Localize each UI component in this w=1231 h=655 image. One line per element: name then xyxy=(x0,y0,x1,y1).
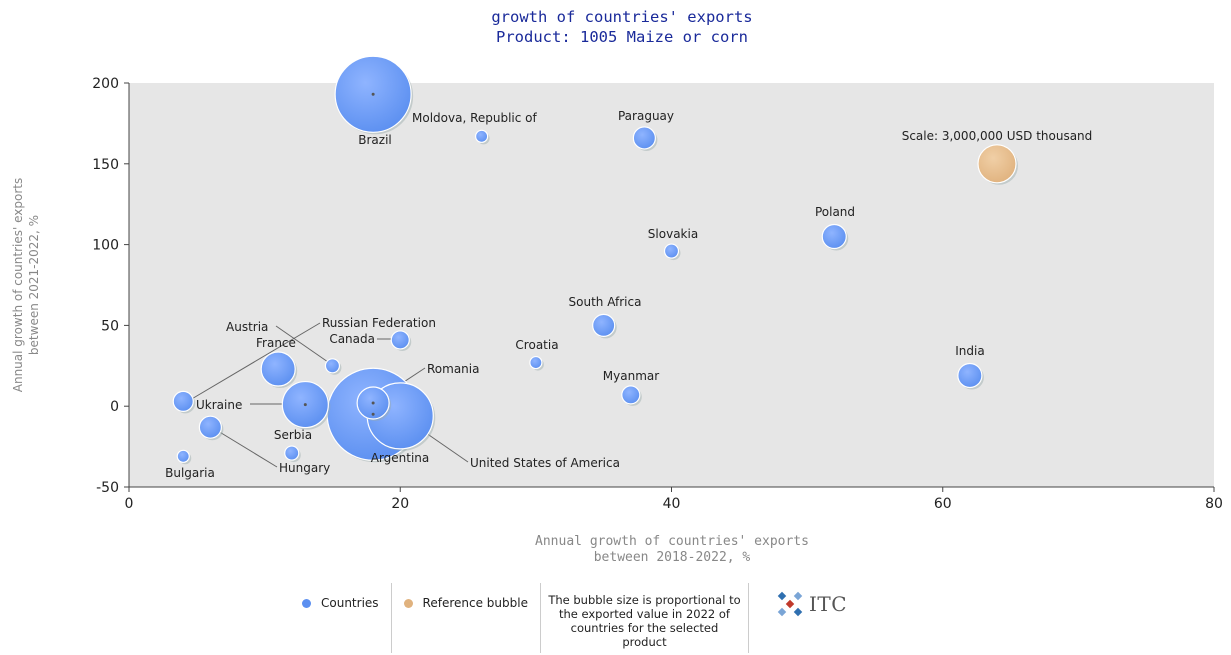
bubble-france[interactable] xyxy=(260,351,296,387)
bubble-bulgaria[interactable] xyxy=(176,449,190,463)
bubble-label: Slovakia xyxy=(648,227,698,241)
reference-bubble[interactable] xyxy=(977,144,1017,184)
bubble-label: Brazil xyxy=(358,133,392,147)
legend: Countries Reference bubble The bubble si… xyxy=(290,583,861,653)
bubble-south-africa[interactable] xyxy=(592,313,616,337)
bubble-label: Austria xyxy=(226,320,268,334)
bubble-center-marker xyxy=(371,92,375,96)
bubble-center-marker xyxy=(303,403,307,407)
bubble-label: Romania xyxy=(427,362,479,376)
bubble-center-marker xyxy=(371,401,375,405)
x-tick-label: 80 xyxy=(1205,496,1223,512)
bubble-slovakia[interactable] xyxy=(663,243,680,259)
bubble-label: Canada xyxy=(329,332,375,346)
itc-logo-icon xyxy=(777,591,803,617)
x-axis-label-line2: between 2018-2022, % xyxy=(594,550,751,565)
bubble-myanmar[interactable] xyxy=(621,385,641,405)
legend-note: The bubble size is proportional to the e… xyxy=(548,593,741,649)
bubble-label: Russian Federation xyxy=(322,316,436,330)
legend-divider xyxy=(390,583,392,653)
leader-line xyxy=(189,322,321,401)
y-tick-label: 150 xyxy=(92,157,119,173)
itc-logo: ITC xyxy=(749,583,861,617)
y-tick-label: 50 xyxy=(101,318,119,334)
chart-subtitle: Product: 1005 Maize or corn xyxy=(496,28,748,46)
x-tick-label: 40 xyxy=(663,496,681,512)
bubble-label: India xyxy=(955,344,984,358)
bubble-serbia[interactable] xyxy=(284,445,300,461)
bubble-croatia[interactable] xyxy=(529,355,543,370)
y-tick-label: 0 xyxy=(110,399,119,415)
legend-divider xyxy=(539,583,541,653)
bubble-label: Ukraine xyxy=(196,398,242,412)
bubble-label: South Africa xyxy=(569,295,642,309)
bubbles xyxy=(172,55,1018,465)
y-tick-label: -50 xyxy=(96,480,119,496)
bubble-hungary[interactable] xyxy=(198,415,222,439)
bubble-austria[interactable] xyxy=(324,358,341,374)
bubble-russian-federation[interactable] xyxy=(172,390,194,412)
bubble-chart: growth of countries' exports Product: 10… xyxy=(11,8,1223,565)
y-axis-label-line2: between 2021-2022, % xyxy=(27,215,41,355)
y-axis-label: Annual growth of countries' exports xyxy=(11,178,25,392)
legend-countries[interactable]: Countries xyxy=(290,583,391,623)
x-tick-label: 20 xyxy=(391,496,409,512)
legend-divider xyxy=(747,583,749,653)
x-tick-label: 60 xyxy=(934,496,952,512)
y-tick-label: 100 xyxy=(92,238,119,254)
x-axis-label: Annual growth of countries' exports xyxy=(535,534,809,549)
bubble-label: Bulgaria xyxy=(165,466,215,480)
bubble-label: Moldova, Republic of xyxy=(412,111,538,125)
bubble-labels: Brazil Moldova, Republic of Paraguay Slovak… xyxy=(165,92,1093,480)
y-tick-label: 200 xyxy=(92,76,119,92)
bubble-label: United States of America xyxy=(470,456,620,470)
bubble-canada[interactable] xyxy=(390,330,410,350)
plot-area xyxy=(129,83,1214,487)
legend-reference[interactable]: Reference bubble xyxy=(392,583,540,623)
leader-line xyxy=(212,427,278,468)
bubble-label: Argentina xyxy=(371,451,430,465)
bubble-label: Paraguay xyxy=(618,109,674,123)
ticks: 0 20 40 60 80 -50 0 50 100 150 200 xyxy=(92,76,1223,512)
bubble-paraguay[interactable] xyxy=(632,126,656,150)
reference-bubble-label: Scale: 3,000,000 USD thousand xyxy=(902,129,1093,143)
bubble-center-marker xyxy=(371,412,375,416)
reference-bubble-icon xyxy=(403,598,413,608)
bubble-poland[interactable] xyxy=(821,223,847,250)
leader-line xyxy=(275,325,329,363)
itc-logo-text: ITC xyxy=(808,592,848,616)
bubble-moldova-republic-of[interactable] xyxy=(475,129,489,143)
legend-countries-label: Countries xyxy=(321,596,379,610)
bubble-india[interactable] xyxy=(957,362,983,389)
bubble-label: Hungary xyxy=(279,461,330,475)
bubble-label: Poland xyxy=(815,205,855,219)
country-bubble-icon xyxy=(302,598,311,608)
bubble-label: Serbia xyxy=(274,428,312,442)
legend-reference-label: Reference bubble xyxy=(422,596,528,610)
bubble-label: Croatia xyxy=(515,338,558,352)
bubble-label: Myanmar xyxy=(603,369,659,383)
chart-title: growth of countries' exports xyxy=(491,8,752,26)
bubble-label: France xyxy=(256,336,296,350)
x-tick-label: 0 xyxy=(125,496,134,512)
